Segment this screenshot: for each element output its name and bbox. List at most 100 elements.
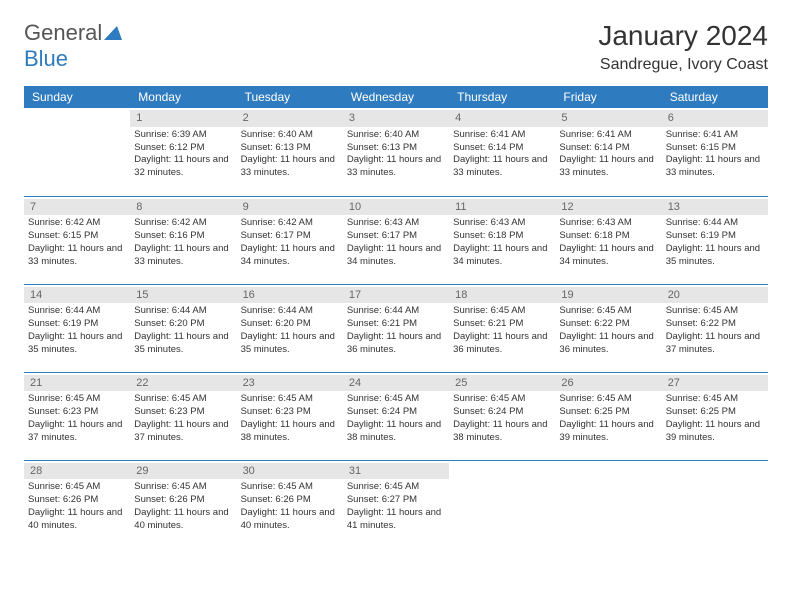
day-number: 9 [237, 199, 343, 216]
day-number: 8 [130, 199, 236, 216]
day-cell: 22Sunrise: 6:45 AMSunset: 6:23 PMDayligh… [130, 372, 236, 460]
day-number: 31 [343, 463, 449, 480]
day-info-line: Sunset: 6:17 PM [241, 230, 339, 243]
day-info-line: Sunrise: 6:44 AM [347, 305, 445, 318]
day-number: 6 [662, 110, 768, 127]
day-number: 7 [24, 199, 130, 216]
day-info-line: Sunset: 6:23 PM [134, 406, 232, 419]
day-info-line: Daylight: 11 hours and 38 minutes. [453, 419, 551, 445]
day-info-line: Sunrise: 6:45 AM [666, 393, 764, 406]
day-cell: 13Sunrise: 6:44 AMSunset: 6:19 PMDayligh… [662, 196, 768, 284]
day-info-line: Sunrise: 6:42 AM [28, 217, 126, 230]
day-info-line: Sunset: 6:24 PM [347, 406, 445, 419]
day-info-line: Sunrise: 6:41 AM [453, 129, 551, 142]
day-info-line: Sunrise: 6:44 AM [134, 305, 232, 318]
day-number: 26 [555, 375, 661, 392]
day-info-line: Sunrise: 6:40 AM [347, 129, 445, 142]
day-cell: 29Sunrise: 6:45 AMSunset: 6:26 PMDayligh… [130, 460, 236, 548]
day-number: 24 [343, 375, 449, 392]
day-info-line: Daylight: 11 hours and 39 minutes. [559, 419, 657, 445]
day-header-thursday: Thursday [449, 86, 555, 108]
day-info-line: Daylight: 11 hours and 35 minutes. [241, 331, 339, 357]
day-info-line: Daylight: 11 hours and 39 minutes. [666, 419, 764, 445]
day-info-line: Daylight: 11 hours and 35 minutes. [28, 331, 126, 357]
day-number: 10 [343, 199, 449, 216]
day-number: 22 [130, 375, 236, 392]
month-title: January 2024 [598, 20, 768, 52]
day-info-line: Daylight: 11 hours and 40 minutes. [241, 507, 339, 533]
day-number: 16 [237, 287, 343, 304]
day-info-line: Sunset: 6:22 PM [559, 318, 657, 331]
day-number: 18 [449, 287, 555, 304]
day-cell: 1Sunrise: 6:39 AMSunset: 6:12 PMDaylight… [130, 108, 236, 196]
day-info-line: Daylight: 11 hours and 40 minutes. [28, 507, 126, 533]
day-number: 5 [555, 110, 661, 127]
day-info-line: Sunrise: 6:40 AM [241, 129, 339, 142]
day-info-line: Sunrise: 6:45 AM [134, 393, 232, 406]
day-info-line: Sunrise: 6:44 AM [28, 305, 126, 318]
week-row: 1Sunrise: 6:39 AMSunset: 6:12 PMDaylight… [24, 108, 768, 196]
day-info-line: Sunrise: 6:42 AM [134, 217, 232, 230]
day-info-line: Daylight: 11 hours and 34 minutes. [241, 243, 339, 269]
day-number: 30 [237, 463, 343, 480]
day-header-friday: Friday [555, 86, 661, 108]
day-cell: 17Sunrise: 6:44 AMSunset: 6:21 PMDayligh… [343, 284, 449, 372]
day-info-line: Daylight: 11 hours and 33 minutes. [241, 154, 339, 180]
day-cell: 15Sunrise: 6:44 AMSunset: 6:20 PMDayligh… [130, 284, 236, 372]
calendar-table: SundayMondayTuesdayWednesdayThursdayFrid… [24, 86, 768, 548]
day-cell: 8Sunrise: 6:42 AMSunset: 6:16 PMDaylight… [130, 196, 236, 284]
day-info-line: Sunset: 6:23 PM [28, 406, 126, 419]
day-header-row: SundayMondayTuesdayWednesdayThursdayFrid… [24, 86, 768, 108]
day-header-wednesday: Wednesday [343, 86, 449, 108]
logo-text-general: General [24, 20, 102, 45]
day-info-line: Sunrise: 6:43 AM [559, 217, 657, 230]
day-info-line: Daylight: 11 hours and 37 minutes. [134, 419, 232, 445]
day-info-line: Daylight: 11 hours and 38 minutes. [241, 419, 339, 445]
day-cell: 21Sunrise: 6:45 AMSunset: 6:23 PMDayligh… [24, 372, 130, 460]
day-info-line: Daylight: 11 hours and 33 minutes. [347, 154, 445, 180]
day-cell: 20Sunrise: 6:45 AMSunset: 6:22 PMDayligh… [662, 284, 768, 372]
day-info-line: Sunrise: 6:45 AM [559, 305, 657, 318]
day-cell [449, 460, 555, 548]
day-info-line: Sunrise: 6:41 AM [559, 129, 657, 142]
day-info-line: Daylight: 11 hours and 33 minutes. [28, 243, 126, 269]
day-cell [555, 460, 661, 548]
day-cell: 19Sunrise: 6:45 AMSunset: 6:22 PMDayligh… [555, 284, 661, 372]
day-cell: 16Sunrise: 6:44 AMSunset: 6:20 PMDayligh… [237, 284, 343, 372]
day-cell: 25Sunrise: 6:45 AMSunset: 6:24 PMDayligh… [449, 372, 555, 460]
day-number: 11 [449, 199, 555, 216]
day-info-line: Daylight: 11 hours and 33 minutes. [134, 243, 232, 269]
day-info-line: Sunset: 6:21 PM [453, 318, 551, 331]
day-info-line: Sunrise: 6:44 AM [241, 305, 339, 318]
day-info-line: Sunrise: 6:45 AM [241, 481, 339, 494]
day-number: 2 [237, 110, 343, 127]
day-number: 21 [24, 375, 130, 392]
day-number: 27 [662, 375, 768, 392]
day-info-line: Sunset: 6:16 PM [134, 230, 232, 243]
day-info-line: Sunrise: 6:43 AM [453, 217, 551, 230]
day-number: 19 [555, 287, 661, 304]
day-number: 14 [24, 287, 130, 304]
day-number: 28 [24, 463, 130, 480]
day-info-line: Sunset: 6:20 PM [134, 318, 232, 331]
day-info-line: Sunset: 6:13 PM [241, 142, 339, 155]
day-info-line: Daylight: 11 hours and 40 minutes. [134, 507, 232, 533]
week-row: 28Sunrise: 6:45 AMSunset: 6:26 PMDayligh… [24, 460, 768, 548]
day-info-line: Sunset: 6:18 PM [453, 230, 551, 243]
day-info-line: Sunrise: 6:45 AM [28, 393, 126, 406]
day-info-line: Sunset: 6:22 PM [666, 318, 764, 331]
day-number: 29 [130, 463, 236, 480]
day-number: 1 [130, 110, 236, 127]
day-info-line: Sunset: 6:27 PM [347, 494, 445, 507]
day-header-tuesday: Tuesday [237, 86, 343, 108]
day-cell: 3Sunrise: 6:40 AMSunset: 6:13 PMDaylight… [343, 108, 449, 196]
day-info-line: Daylight: 11 hours and 35 minutes. [666, 243, 764, 269]
day-info-line: Sunset: 6:23 PM [241, 406, 339, 419]
day-cell [24, 108, 130, 196]
day-info-line: Daylight: 11 hours and 35 minutes. [134, 331, 232, 357]
day-cell: 14Sunrise: 6:44 AMSunset: 6:19 PMDayligh… [24, 284, 130, 372]
day-info-line: Sunrise: 6:45 AM [559, 393, 657, 406]
logo-text-blue: Blue [24, 46, 68, 71]
day-info-line: Daylight: 11 hours and 34 minutes. [453, 243, 551, 269]
day-cell: 5Sunrise: 6:41 AMSunset: 6:14 PMDaylight… [555, 108, 661, 196]
